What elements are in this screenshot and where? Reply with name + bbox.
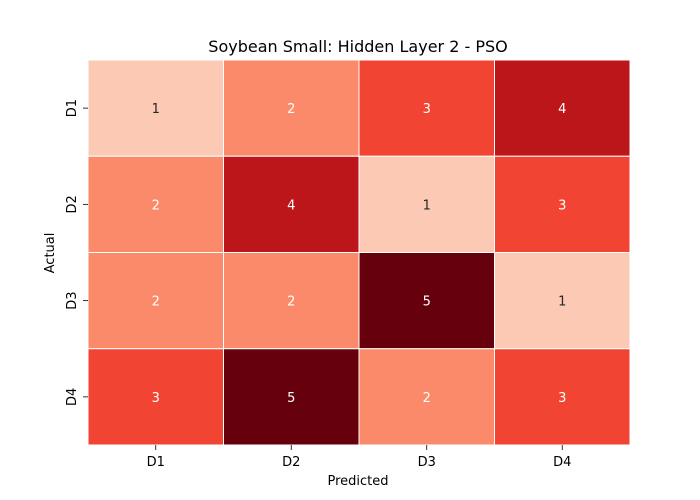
y-tick-label-d3: D3 xyxy=(65,291,80,309)
cell-value-1-2: 2 xyxy=(287,102,295,117)
cell-value-2-2: 4 xyxy=(287,198,295,213)
cell-value-2-1: 2 xyxy=(152,198,160,213)
heatmap-cell-2-1 xyxy=(87,155,224,253)
cell-value-1-4: 4 xyxy=(558,102,566,117)
y-tick-label-d4: D4 xyxy=(65,388,80,406)
heatmap-cell-3-2 xyxy=(223,252,360,350)
cell-value-4-2: 5 xyxy=(287,391,295,406)
y-axis-ticks: D1 D2 D3 D4 xyxy=(65,99,88,406)
x-axis-ticks: D1 D2 D3 D4 xyxy=(147,445,571,470)
heatmap-cell-2-4 xyxy=(494,155,631,253)
heatmap-cell-1-4 xyxy=(494,59,631,157)
heatmap-cell-4-3 xyxy=(358,348,495,446)
y-tick-label-d1: D1 xyxy=(65,99,80,117)
heatmap-cell-4-1 xyxy=(87,348,224,446)
cell-value-4-3: 2 xyxy=(423,391,431,406)
y-axis-label: Actual xyxy=(43,233,58,274)
x-axis-label: Predicted xyxy=(327,474,388,489)
cell-value-3-1: 2 xyxy=(152,295,160,310)
y-tick-label-d2: D2 xyxy=(65,195,80,213)
heatmap-cell-1-3 xyxy=(358,59,495,157)
heatmap-cells: 1 2 3 4 2 4 1 3 2 2 5 1 3 5 2 3 xyxy=(87,59,631,446)
cell-value-4-1: 3 xyxy=(152,391,160,406)
cell-value-2-3: 1 xyxy=(423,198,431,213)
cell-value-3-4: 1 xyxy=(558,295,566,310)
cell-value-3-2: 2 xyxy=(287,295,295,310)
cell-value-1-3: 3 xyxy=(423,102,431,117)
heatmap-cell-1-1 xyxy=(87,59,224,157)
x-tick-label-d4: D4 xyxy=(553,455,571,470)
cell-value-2-4: 3 xyxy=(558,198,566,213)
heatmap-cell-4-2 xyxy=(223,348,360,446)
cell-value-1-1: 1 xyxy=(152,102,160,117)
cell-value-4-4: 3 xyxy=(558,391,566,406)
x-tick-label-d2: D2 xyxy=(282,455,300,470)
heatmap-cell-2-2 xyxy=(223,155,360,253)
chart-title: Soybean Small: Hidden Layer 2 - PSO xyxy=(208,37,507,56)
x-tick-label-d3: D3 xyxy=(418,455,436,470)
cell-value-3-3: 5 xyxy=(423,295,431,310)
heatmap-cell-3-4 xyxy=(494,252,631,350)
heatmap-cell-1-2 xyxy=(223,59,360,157)
x-tick-label-d1: D1 xyxy=(147,455,165,470)
heatmap-cell-4-4 xyxy=(494,348,631,446)
